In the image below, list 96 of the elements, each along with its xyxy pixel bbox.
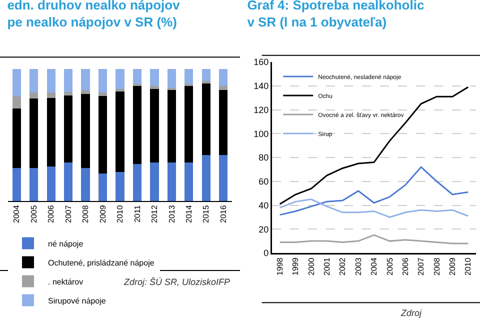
y-tick-label: 140 <box>254 81 269 92</box>
bar <box>116 68 124 89</box>
legend-label: né nápoje <box>48 239 84 248</box>
bar <box>132 164 142 201</box>
bar <box>116 172 124 201</box>
x-tick-label: 2009 <box>98 204 108 223</box>
bar <box>132 86 142 164</box>
x-tick-label: 2008 <box>432 257 442 276</box>
y-tick-label: 60 <box>258 176 269 187</box>
line-series <box>279 198 469 218</box>
x-tick-label: 2012 <box>150 204 160 223</box>
bar <box>184 86 194 163</box>
bar <box>167 162 176 201</box>
bar <box>64 162 73 201</box>
bar <box>184 68 194 84</box>
bar <box>219 68 228 86</box>
x-tick-label: 2009 <box>448 257 458 276</box>
bar <box>132 68 142 84</box>
text: Zdroj: ŠÚ SR, UloziskoIFP <box>123 277 230 287</box>
bar <box>81 68 90 91</box>
x-tick-label: 2007 <box>416 257 426 276</box>
text: Zdroj <box>400 308 423 318</box>
bar <box>167 90 176 163</box>
x-tick-label: 2000 <box>306 257 316 276</box>
bar <box>98 68 108 93</box>
legend-label: . nektárov <box>48 277 84 286</box>
chart-title: edn. druhov nealko nápojov pe nealko nápojov v SR (%) <box>7 0 181 30</box>
legend-label: Ochutené, prisládzané nápoje <box>48 258 155 268</box>
x-tick-label: 2004 <box>370 257 379 276</box>
bar <box>30 168 38 201</box>
bar <box>116 91 124 172</box>
bar <box>46 98 56 167</box>
line-series <box>279 86 469 205</box>
x-tick-label: 2010 <box>464 257 473 276</box>
x-tick-label: 2015 <box>202 204 211 223</box>
legend-label: Sirupové nápoje <box>48 296 106 306</box>
x-tick-label: 2007 <box>64 204 73 223</box>
bar <box>116 88 124 92</box>
bar <box>64 92 73 96</box>
y-tick-label: 120 <box>254 104 269 115</box>
x-tick-label: 2005 <box>29 204 38 223</box>
bar <box>81 94 90 168</box>
x-tick-label: 2006 <box>400 257 410 276</box>
bar <box>202 80 210 84</box>
chart-title: Graf 4: Spotreba nealkoholic v SR (l na 1 obyvateľa) <box>247 0 424 30</box>
x-tick-label: 1999 <box>291 257 300 276</box>
y-tick-label: 80 <box>258 152 269 163</box>
bar <box>12 168 21 201</box>
bar <box>46 68 56 93</box>
bar <box>81 90 90 94</box>
bar <box>12 68 21 97</box>
line-series <box>279 234 469 244</box>
bar <box>219 154 228 201</box>
bar <box>46 92 56 98</box>
y-tick-label: 40 <box>258 200 269 210</box>
bar <box>98 96 108 174</box>
bar <box>202 68 210 81</box>
bar <box>64 95 73 163</box>
x-tick-label: 2006 <box>46 204 56 223</box>
bar <box>202 154 210 201</box>
x-tick-label: 2002 <box>338 257 348 276</box>
x-tick-label: 2011 <box>132 204 142 222</box>
x-tick-label: 2008 <box>81 204 90 223</box>
bar <box>219 86 228 90</box>
bar <box>30 92 38 99</box>
bar <box>64 68 73 92</box>
bar <box>81 168 90 201</box>
bar <box>150 88 159 163</box>
bar <box>98 173 108 201</box>
bar <box>150 162 159 201</box>
x-tick-label: 2016 <box>218 204 228 223</box>
x-tick-label: 2003 <box>354 257 363 276</box>
bar <box>30 68 38 93</box>
x-tick-label: 2014 <box>184 204 194 223</box>
y-tick-label: 0 <box>264 248 269 258</box>
x-tick-label: 1998 <box>275 257 284 276</box>
bar <box>184 162 194 201</box>
bar <box>98 92 108 96</box>
bar <box>46 166 56 201</box>
bar <box>167 68 176 88</box>
bar <box>12 108 21 168</box>
x-tick-label: 2013 <box>167 204 176 223</box>
line-series <box>279 166 469 216</box>
y-tick-label: 160 <box>254 57 269 68</box>
bar <box>202 83 210 155</box>
x-tick-label: 2005 <box>385 257 394 276</box>
x-tick-label: 2010 <box>116 204 125 223</box>
bar <box>150 68 159 86</box>
bar <box>219 90 228 155</box>
x-tick-label: 2001 <box>322 257 332 276</box>
y-tick-label: 20 <box>258 224 269 234</box>
bar <box>12 96 21 109</box>
bar <box>30 98 38 168</box>
bar <box>150 86 159 89</box>
x-tick-label: 2004 <box>12 204 22 223</box>
y-tick-label: 100 <box>254 128 269 139</box>
